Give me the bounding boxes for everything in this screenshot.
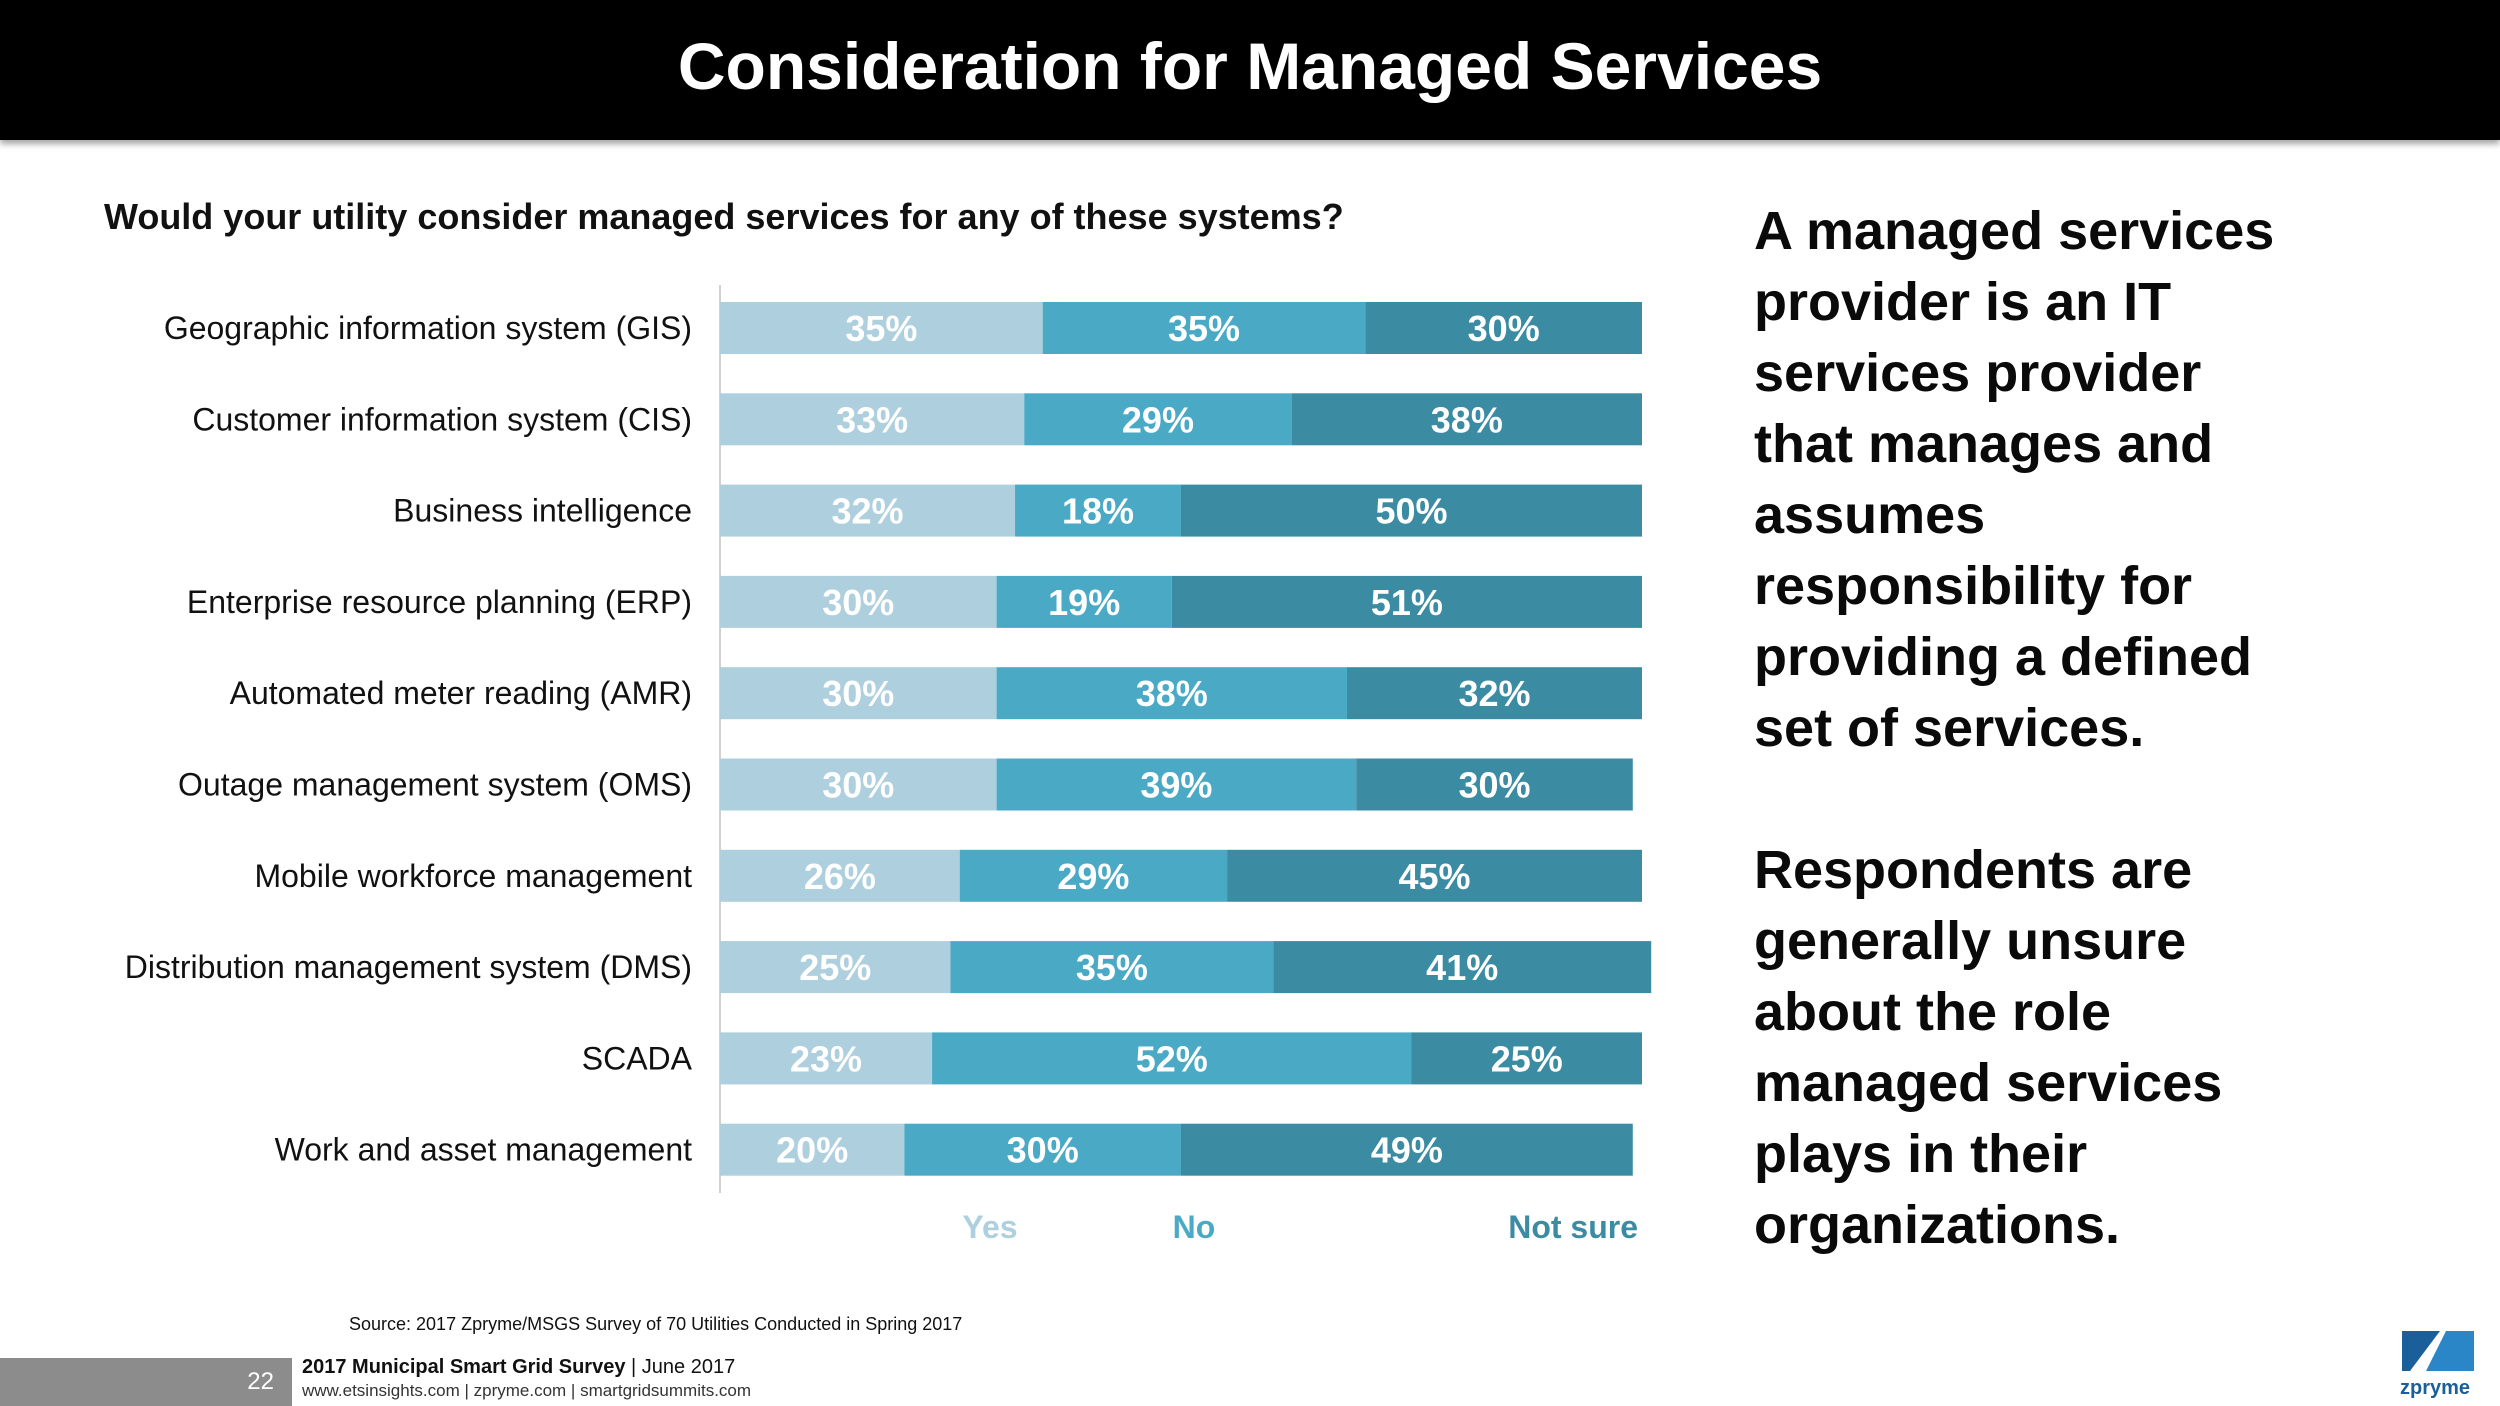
data-label: 29% [1057,856,1129,897]
data-label: 25% [799,947,871,988]
title-bar: Consideration for Managed Services [0,0,2500,140]
side-description: A managed services provider is an IT ser… [1754,196,2314,1261]
bar-segment-not-sure [1346,667,1642,720]
footer-survey-title: 2017 Municipal Smart Grid Survey [302,1356,626,1378]
data-label: 52% [1136,1038,1208,1079]
category-label: Customer information system (CIS) [192,401,692,437]
bar-segment-yes [720,758,997,811]
bar-segment-no [996,575,1172,628]
bar-segment-not-sure [1181,484,1642,537]
zpryme-logo-icon [2402,1331,2474,1371]
data-label: 39% [1140,765,1212,806]
data-label: 32% [1458,673,1530,714]
definition-paragraph: A managed services provider is an IT ser… [1754,201,2275,758]
category-label: SCADA [582,1040,693,1076]
bar-segment-yes [720,484,1016,537]
data-label: 45% [1399,856,1471,897]
bar-segment-yes [720,667,997,720]
bar-segment-no [959,849,1228,902]
bar-segment-no [904,1123,1181,1176]
data-label: 23% [790,1038,862,1079]
footer-separator: | [625,1356,642,1378]
bar-segment-not-sure [1181,1123,1633,1176]
data-label: 30% [1468,308,1540,349]
bar-segment-no [1042,302,1366,354]
bar-segment-no [950,941,1274,994]
data-label: 30% [822,765,894,806]
bar-segment-yes [720,393,1025,446]
data-label: 30% [822,673,894,714]
data-label: 35% [1168,308,1240,349]
bar-segment-yes [720,849,960,902]
data-label: 51% [1371,582,1443,623]
bar-segment-no [996,667,1347,720]
data-label: 30% [822,582,894,623]
bar-segment-no [932,1032,1412,1085]
category-label: Distribution management system (DMS) [125,949,692,985]
legend-item-yes: Yes [962,1209,1017,1245]
data-label: 38% [1136,673,1208,714]
bar-segment-no [1024,393,1292,446]
data-label: 29% [1122,399,1194,440]
legend: Yes No Not sure [962,1209,1638,1245]
legend-item-no: No [1173,1209,1216,1245]
page-number-box: 22 [0,1358,292,1406]
bar-segment-not-sure [1356,758,1633,811]
bar-segment-not-sure [1273,941,1652,994]
legend-item-not-sure: Not sure [1508,1209,1638,1245]
data-label: 25% [1491,1038,1563,1079]
bar-segment-not-sure [1227,849,1642,902]
data-label: 19% [1048,582,1120,623]
bar-segment-not-sure [1291,393,1642,446]
footer-links: www.etsinsights.com | zpryme.com | smart… [302,1381,752,1400]
data-label: 20% [776,1130,848,1171]
summary-paragraph: Respondents are generally unsure about t… [1754,840,2223,1255]
bars-layer: Geographic information system (GIS) 35% 35… [125,302,1652,1176]
data-label: 38% [1431,399,1503,440]
page-number: 22 [247,1368,274,1395]
bar-segment-yes [720,941,951,994]
data-label: 33% [836,399,908,440]
chart-question: Would your utility consider managed serv… [104,196,1344,237]
data-label: 18% [1062,491,1134,532]
bar-segment-yes [720,1032,933,1085]
bar-segment-no [1015,484,1181,537]
bar-segment-yes [720,575,997,628]
category-label: Mobile workforce management [254,858,692,894]
source-note: Source: 2017 Zpryme/MSGS Survey of 70 Ut… [349,1314,963,1334]
category-label: Enterprise resource planning (ERP) [187,584,692,620]
data-label: 26% [804,856,876,897]
category-label: Work and asset management [275,1132,693,1168]
bar-segment-yes [720,1123,905,1176]
footer-date: June 2017 [641,1356,736,1378]
footer-survey-line: 2017 Municipal Smart Grid Survey | June … [302,1356,735,1379]
bar-segment-yes [720,302,1043,354]
data-label: 50% [1375,491,1447,532]
data-label: 35% [845,308,917,349]
bar-segment-no [996,758,1357,811]
data-label: 41% [1426,947,1498,988]
logo-text: zpryme [2400,1377,2471,1399]
bar-segment-not-sure [1411,1032,1642,1085]
category-label: Geographic information system (GIS) [164,310,692,346]
data-label: 49% [1371,1130,1443,1171]
category-label: Outage management system (OMS) [178,767,692,803]
page-title: Consideration for Managed Services [677,29,1823,103]
bar-segment-not-sure [1171,575,1642,628]
category-label: Automated meter reading (AMR) [230,675,692,711]
data-label: 30% [1007,1130,1079,1171]
bar-segment-not-sure [1365,302,1642,354]
data-label: 35% [1076,947,1148,988]
data-label: 30% [1458,765,1530,806]
data-label: 32% [831,491,903,532]
category-label: Business intelligence [393,493,692,529]
